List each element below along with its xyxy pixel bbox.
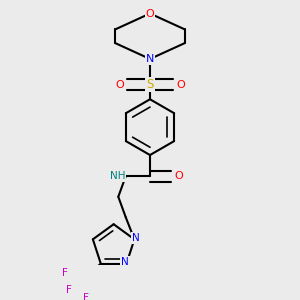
Text: F: F [62,268,68,278]
Text: S: S [146,78,154,91]
Text: F: F [83,292,89,300]
Text: O: O [115,80,124,90]
Text: F: F [67,285,72,295]
Text: O: O [146,8,154,19]
Text: O: O [176,80,185,90]
Text: N: N [121,257,129,267]
Text: NH: NH [110,171,126,181]
Text: O: O [174,171,183,181]
Text: N: N [146,54,154,64]
Text: N: N [132,233,140,243]
